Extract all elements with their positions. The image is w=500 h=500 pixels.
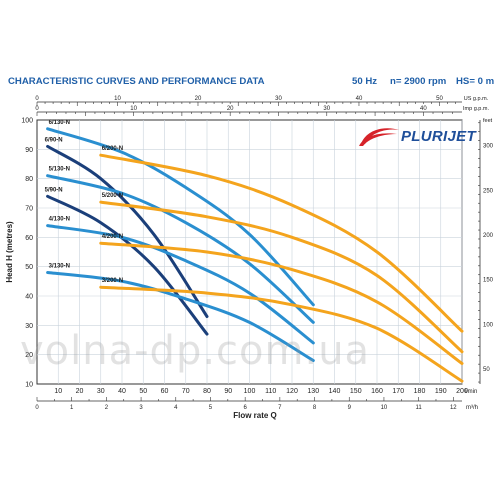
y-tick-label: 30 [25, 323, 33, 330]
curve-5/90-N [46, 194, 209, 336]
bottom-m3h-tick-label: 6 [243, 405, 247, 411]
right-feet-tick-label: 100 [483, 322, 494, 328]
x-tick-label: 100 [244, 388, 256, 395]
y-tick-label: 10 [25, 382, 33, 389]
speed-label: n= 2900 rpm [390, 76, 447, 87]
y-tick-label: 50 [25, 264, 33, 271]
x-tick-label: 110 [265, 388, 276, 395]
series-label: 3/200-N [102, 278, 123, 284]
x-tick-label: 120 [286, 388, 298, 395]
x-tick-label: 50 [139, 388, 147, 395]
bottom-m3h-tick-label: 8 [313, 405, 317, 411]
x-tick-label: 10 [54, 388, 62, 395]
right-feet-tick-label: 200 [483, 233, 494, 239]
y-tick-label: 80 [25, 176, 33, 183]
watermark: volna-dp.com.ua [20, 328, 371, 374]
bottom-m3h-tick-label: 4 [174, 405, 178, 411]
y-axis-label: Head H (metres) [5, 221, 14, 283]
y-tick-label: 90 [25, 147, 33, 154]
top-us-axis-label: US g.p.m. [464, 96, 489, 102]
x-tick-label: 180 [414, 388, 426, 395]
y-tick-label: 40 [25, 294, 33, 301]
right-feet-axis-label: feet [483, 118, 493, 124]
bottom-m3h-tick-label: 2 [105, 405, 109, 411]
top-us-tick-label: 40 [356, 96, 363, 102]
bottom-m3h-axis-label: m³/h [466, 405, 478, 411]
bottom-m3h-tick-label: 9 [348, 405, 352, 411]
right-feet-tick-label: 150 [483, 278, 494, 284]
x-tick-label: 20 [76, 388, 84, 395]
series-label: 3/130-N [49, 264, 70, 270]
y-tick-label: 70 [25, 206, 33, 213]
bottom-m3h-tick-label: 7 [278, 405, 282, 411]
top-imp-tick-label: 30 [323, 106, 330, 112]
logo-text: PLURIJET [401, 128, 476, 145]
x-tick-label: 190 [435, 388, 447, 395]
curve-6/200-N [99, 153, 464, 333]
bottom-m3h-tick-label: 3 [139, 405, 143, 411]
brand-logo: PLURIJET [357, 124, 497, 150]
top-us-tick-label: 30 [275, 96, 282, 102]
curve-6/130-N [46, 127, 315, 307]
right-feet-tick-label: 250 [483, 188, 494, 194]
curve-4/130-N [46, 224, 315, 345]
top-imp-tick-label: 10 [130, 106, 137, 112]
curve-6/90-N [46, 144, 209, 318]
y-tick-label: 20 [25, 352, 33, 359]
swoosh-icon [359, 128, 399, 146]
y-tick-label: 60 [25, 235, 33, 242]
x-tick-label: 160 [371, 388, 383, 395]
x-tick-label: 30 [97, 388, 105, 395]
x-tick-label: 70 [182, 388, 190, 395]
bottom-m3h-tick-label: 11 [416, 405, 423, 411]
bottom-m3h-tick-label: 5 [209, 405, 213, 411]
chart-title: CHARACTERISTIC CURVES AND PERFORMANCE DA… [8, 76, 265, 87]
curve-5/200-N [99, 200, 464, 354]
series-label: 6/200-N [102, 146, 123, 152]
top-us-tick-label: 20 [195, 96, 202, 102]
y-tick-label: 100 [21, 118, 33, 125]
top-imp-tick-label: 0 [35, 106, 39, 112]
top-imp-tick-label: 20 [227, 106, 234, 112]
frequency-label: 50 Hz [352, 76, 378, 87]
x-tick-label: 80 [203, 388, 211, 395]
series-label: 5/90-N [45, 187, 63, 193]
top-us-tick-label: 10 [114, 96, 121, 102]
x-tick-label: 200 [456, 388, 468, 395]
right-feet-tick-label: 300 [483, 144, 494, 150]
x-tick-label: 90 [224, 388, 232, 395]
bottom-m3h-tick-label: 12 [450, 405, 457, 411]
series-label: 6/130-N [49, 120, 70, 126]
curve-3/130-N [46, 271, 315, 362]
top-imp-axis-label: Imp g.p.m. [463, 106, 489, 112]
curve-3/200-N [99, 285, 464, 383]
top-us-tick-label: 50 [436, 96, 443, 102]
bottom-m3h-tick-label: 1 [70, 405, 74, 411]
right-feet-tick-label: 50 [483, 367, 490, 373]
x-axis-label: Flow rate Q [233, 411, 277, 420]
x-unit-label: l/min [465, 389, 478, 395]
suction-height-label: HS= 0 m [456, 76, 495, 87]
top-imp-tick-label: 40 [420, 106, 427, 112]
x-tick-label: 60 [161, 388, 169, 395]
x-tick-label: 150 [350, 388, 362, 395]
series-label: 5/130-N [49, 167, 70, 173]
x-tick-label: 170 [392, 388, 404, 395]
bottom-m3h-tick-label: 10 [381, 405, 388, 411]
curve-5/130-N [46, 174, 315, 324]
curve-4/200-N [99, 241, 464, 365]
bottom-m3h-tick-label: 0 [35, 405, 39, 411]
series-label: 5/200-N [102, 193, 123, 199]
series-label: 4/130-N [49, 217, 70, 223]
x-tick-label: 40 [118, 388, 126, 395]
top-us-tick-label: 0 [35, 96, 39, 102]
series-label: 4/200-N [102, 234, 123, 240]
series-label: 6/90-N [45, 137, 63, 143]
x-tick-label: 140 [329, 388, 341, 395]
x-tick-label: 130 [307, 388, 319, 395]
